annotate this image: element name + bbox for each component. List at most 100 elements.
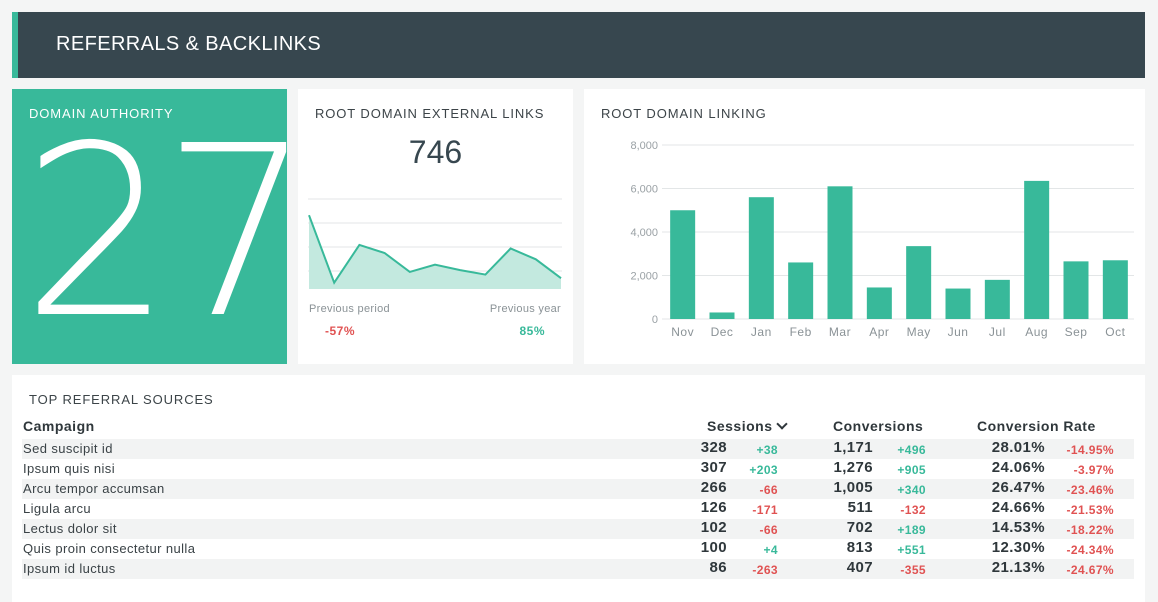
x-tick-label: Oct [1105, 325, 1125, 339]
root-domain-linking-card: ROOT DOMAIN LINKING 0 2,000 4,000 6,000 8,00… [584, 89, 1145, 364]
conversions-header[interactable]: Conversions [833, 418, 924, 434]
sessions-delta-cell: -263 [752, 563, 778, 577]
y-tick-label: 0 [652, 314, 658, 326]
sessions-delta-cell: +38 [756, 443, 778, 457]
conversions-delta-cell: +496 [897, 443, 926, 457]
external-links-title: ROOT DOMAIN EXTERNAL LINKS [315, 106, 545, 121]
x-tick-label: Mar [829, 325, 851, 339]
x-tick-label: Apr [869, 325, 889, 339]
sessions-header[interactable]: Sessions [707, 418, 789, 434]
y-tick-label: 6,000 [630, 184, 658, 196]
bar-jun [945, 288, 971, 319]
table-row[interactable]: Arcu tempor accumsan 266 -66 1,005 +340 26.47… [22, 479, 1134, 499]
conversions-cell: 1,276 [833, 459, 873, 476]
bar-mar [827, 186, 853, 319]
conversion-rate-delta-cell: -14.95% [1066, 443, 1114, 457]
bar-sep [1063, 261, 1089, 319]
conversion-rate-cell: 21.13% [991, 559, 1045, 576]
root-domain-linking-title: ROOT DOMAIN LINKING [601, 106, 767, 121]
x-tick-label: Jun [948, 325, 969, 339]
conversions-delta-cell: +189 [897, 523, 926, 537]
campaign-cell: Arcu tempor accumsan [23, 481, 165, 496]
page-title: REFERRALS & BACKLINKS [56, 33, 322, 55]
sessions-cell: 307 [700, 459, 727, 476]
top-referral-sources-title: TOP REFERRAL SOURCES [29, 392, 214, 407]
bar-aug [1024, 180, 1050, 319]
external-links-sparkline [308, 198, 562, 289]
conversions-cell: 511 [847, 499, 873, 516]
sessions-delta-cell: -171 [752, 503, 778, 517]
conversions-delta-cell: +905 [897, 463, 926, 477]
x-tick-label: Jul [989, 325, 1006, 339]
x-tick-label: May [907, 325, 931, 339]
sessions-header-label: Sessions [707, 418, 773, 434]
sparkline-area [309, 215, 561, 289]
top-referral-sources-card: TOP REFERRAL SOURCES Campaign Sessions C… [12, 375, 1145, 602]
bar-may [906, 246, 932, 319]
campaign-cell: Quis proin consectetur nulla [23, 541, 196, 556]
bar-feb [788, 262, 814, 319]
previous-period-value: -57% [325, 324, 356, 338]
dashboard-header: REFERRALS & BACKLINKS [12, 12, 1145, 78]
campaign-cell: Sed suscipit id [23, 441, 113, 456]
x-tick-label: Dec [711, 325, 734, 339]
sessions-cell: 328 [700, 439, 727, 456]
campaign-cell: Ligula arcu [23, 501, 91, 516]
x-tick-label: Nov [671, 325, 694, 339]
conversions-cell: 702 [846, 519, 873, 536]
domain-authority-card: DOMAIN AUTHORITY 27 [12, 89, 312, 364]
conversions-cell: 813 [846, 539, 873, 556]
bar-dec [709, 312, 735, 319]
chevron-down-icon [776, 418, 789, 430]
campaign-header[interactable]: Campaign [23, 418, 95, 434]
conversions-cell: 1,005 [833, 479, 873, 496]
domain-authority-value: 27 [22, 95, 312, 370]
previous-year-value: 85% [519, 324, 545, 338]
conversion-rate-cell: 14.53% [991, 519, 1045, 536]
y-tick-label: 4,000 [630, 227, 658, 239]
sessions-delta-cell: +4 [763, 543, 778, 557]
table-row[interactable]: Ligula arcu 126 -171 511 -132 24.66% -21.53% [22, 499, 1134, 519]
conversions-cell: 407 [846, 559, 873, 576]
x-tick-label: Aug [1025, 325, 1048, 339]
y-tick-label: 8,000 [630, 140, 658, 152]
sessions-cell: 100 [700, 539, 727, 556]
root-domain-linking-chart: 0 2,000 4,000 6,000 8,000 Nov Dec Jan Feb Mar Apr M… [630, 140, 1134, 339]
conversion-rate-cell: 28.01% [991, 439, 1045, 456]
conversions-delta-cell: -355 [900, 563, 926, 577]
conversion-rate-delta-cell: -24.34% [1066, 543, 1114, 557]
sessions-delta-cell: +203 [749, 463, 778, 477]
sparkline-line [308, 214, 562, 285]
x-tick-label: Jan [751, 325, 772, 339]
x-tick-label: Feb [790, 325, 812, 339]
sessions-delta-cell: -66 [759, 483, 778, 497]
conversion-rate-cell: 26.47% [991, 479, 1045, 496]
conversion-rate-delta-cell: -21.53% [1066, 503, 1114, 517]
previous-year-label: Previous year [489, 303, 561, 315]
previous-period-label: Previous period [309, 303, 390, 315]
table-row[interactable]: Quis proin consectetur nulla 100 +4 813 +551… [22, 539, 1134, 559]
table-row[interactable]: Lectus dolor sit 102 -66 702 +189 14.53% -18.2… [22, 519, 1134, 539]
sessions-cell: 126 [700, 499, 727, 516]
table-row[interactable]: Ipsum id luctus 86 -263 407 -355 21.13% -24.67… [22, 559, 1134, 579]
domain-authority-title: DOMAIN AUTHORITY [29, 106, 174, 121]
sessions-cell: 102 [700, 519, 727, 536]
x-tick-label: Sep [1065, 325, 1088, 339]
campaign-cell: Ipsum quis nisi [23, 461, 115, 476]
y-tick-label: 2,000 [630, 271, 658, 283]
campaign-cell: Lectus dolor sit [23, 521, 117, 536]
bar-jul [984, 279, 1010, 319]
conversions-cell: 1,171 [833, 439, 873, 456]
conversion-rate-header[interactable]: Conversion Rate [977, 418, 1096, 434]
sessions-cell: 86 [709, 559, 727, 576]
campaign-cell: Ipsum id luctus [23, 561, 116, 576]
conversions-delta-cell: +340 [897, 483, 926, 497]
bar-nov [670, 210, 696, 319]
bar-jan [748, 197, 774, 319]
table-row[interactable]: Ipsum quis nisi 307 +203 1,276 +905 24.06% -3.… [22, 459, 1134, 479]
conversion-rate-cell: 24.06% [991, 459, 1045, 476]
table-row[interactable]: Sed suscipit id 328 +38 1,171 +496 28.01% -14.… [22, 439, 1134, 459]
conversion-rate-delta-cell: -23.46% [1066, 483, 1114, 497]
conversion-rate-cell: 24.66% [991, 499, 1045, 516]
sessions-cell: 266 [700, 479, 727, 496]
